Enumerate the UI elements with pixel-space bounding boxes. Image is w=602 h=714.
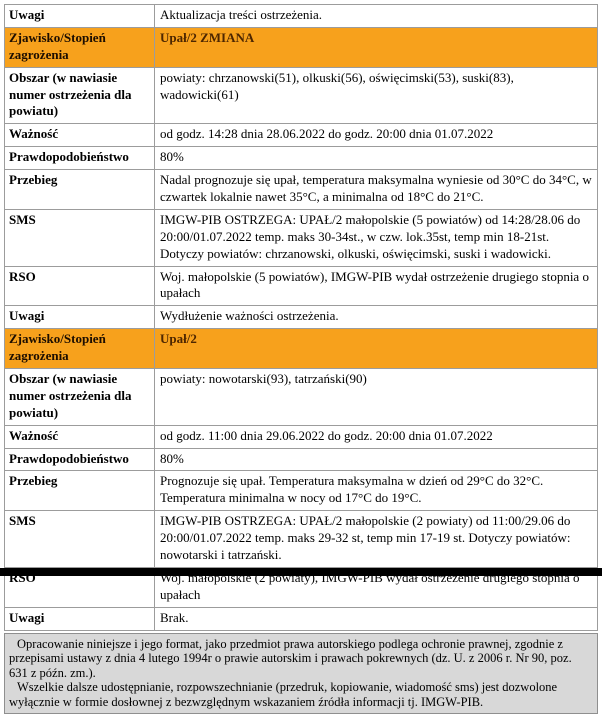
row-label: Prawdopodobieństwo bbox=[4, 447, 155, 472]
row-value: Upał/2 bbox=[154, 328, 598, 370]
row-value: powiaty: nowotarski(93), tatrzański(90) bbox=[154, 368, 598, 426]
row-value: Nadal prognozuje się upał, temperatura m… bbox=[154, 169, 598, 210]
row-value: powiaty: chrzanowski(51), olkuski(56), o… bbox=[154, 66, 598, 125]
row-label: RSO bbox=[4, 265, 155, 307]
table-row: Obszar (w nawiasie numer ostrzeżenia dla… bbox=[4, 66, 598, 125]
warning-table-body: Uwagi Aktualizacja treści ostrzeżenia. Z… bbox=[4, 4, 598, 631]
page-separator-bar bbox=[0, 568, 602, 576]
row-label: Obszar (w nawiasie numer ostrzeżenia dla… bbox=[4, 66, 155, 125]
table-row: Uwagi Wydłużenie ważności ostrzeżenia. bbox=[4, 305, 598, 330]
row-value: Woj. małopolskie (5 powiatów), IMGW-PIB … bbox=[154, 265, 598, 307]
row-value: 80% bbox=[154, 146, 598, 171]
copyright-notice: Opracowanie niniejsze i jego format, jak… bbox=[4, 632, 598, 714]
table-row: Ważność od godz. 14:28 dnia 28.06.2022 d… bbox=[4, 123, 598, 148]
row-value: Aktualizacja treści ostrzeżenia. bbox=[154, 4, 598, 28]
table-row: Prawdopodobieństwo 80% bbox=[4, 447, 598, 472]
row-label: Zjawisko/Stopień zagrożenia bbox=[4, 26, 155, 68]
row-label: Zjawisko/Stopień zagrożenia bbox=[4, 328, 155, 370]
table-row: RSO Woj. małopolskie (5 powiatów), IMGW-… bbox=[4, 265, 598, 307]
table-row: Prawdopodobieństwo 80% bbox=[4, 146, 598, 171]
table-row: SMS IMGW-PIB OSTRZEGA: UPAŁ/2 małopolski… bbox=[4, 208, 598, 267]
table-row: Uwagi Aktualizacja treści ostrzeżenia. bbox=[4, 4, 598, 28]
row-label: SMS bbox=[4, 208, 155, 267]
row-value: Prognozuje się upał. Temperatura maksyma… bbox=[154, 470, 598, 512]
table-row: Ważność od godz. 11:00 dnia 29.06.2022 d… bbox=[4, 424, 598, 449]
row-label: Uwagi bbox=[4, 4, 155, 28]
row-label: Przebieg bbox=[4, 169, 155, 210]
row-label: Ważność bbox=[4, 123, 155, 148]
copyright-paragraph: Opracowanie niniejsze i jego format, jak… bbox=[9, 636, 572, 680]
row-value: 80% bbox=[154, 447, 598, 472]
table-row: Przebieg Prognozuje się upał. Temperatur… bbox=[4, 470, 598, 512]
copyright-paragraph: Wszelkie dalsze udostępnianie, rozpowsze… bbox=[9, 680, 558, 709]
row-label: Obszar (w nawiasie numer ostrzeżenia dla… bbox=[4, 368, 155, 426]
warning-table: Uwagi Aktualizacja treści ostrzeżenia. Z… bbox=[4, 4, 598, 631]
table-row: Zjawisko/Stopień zagrożenia Upał/2 ZMIAN… bbox=[4, 26, 598, 68]
row-label: Prawdopodobieństwo bbox=[4, 146, 155, 171]
row-label: SMS bbox=[4, 510, 155, 568]
table-row: Obszar (w nawiasie numer ostrzeżenia dla… bbox=[4, 368, 598, 426]
row-value: od godz. 14:28 dnia 28.06.2022 do godz. … bbox=[154, 123, 598, 148]
row-label: Ważność bbox=[4, 424, 155, 449]
table-row: Przebieg Nadal prognozuje się upał, temp… bbox=[4, 169, 598, 210]
table-row: SMS IMGW-PIB OSTRZEGA: UPAŁ/2 małopolski… bbox=[4, 510, 598, 568]
table-row: Zjawisko/Stopień zagrożenia Upał/2 bbox=[4, 328, 598, 370]
row-value: Brak. bbox=[154, 606, 598, 631]
row-value: IMGW-PIB OSTRZEGA: UPAŁ/2 małopolskie (2… bbox=[154, 510, 598, 568]
row-value: IMGW-PIB OSTRZEGA: UPAŁ/2 małopolskie (5… bbox=[154, 208, 598, 267]
table-row: Uwagi Brak. bbox=[4, 606, 598, 631]
row-label: Uwagi bbox=[4, 606, 155, 631]
row-label: Uwagi bbox=[4, 305, 155, 330]
row-label: Przebieg bbox=[4, 470, 155, 512]
row-value: Upał/2 ZMIANA bbox=[154, 26, 598, 68]
row-value: od godz. 11:00 dnia 29.06.2022 do godz. … bbox=[154, 424, 598, 449]
row-value: Wydłużenie ważności ostrzeżenia. bbox=[154, 305, 598, 330]
